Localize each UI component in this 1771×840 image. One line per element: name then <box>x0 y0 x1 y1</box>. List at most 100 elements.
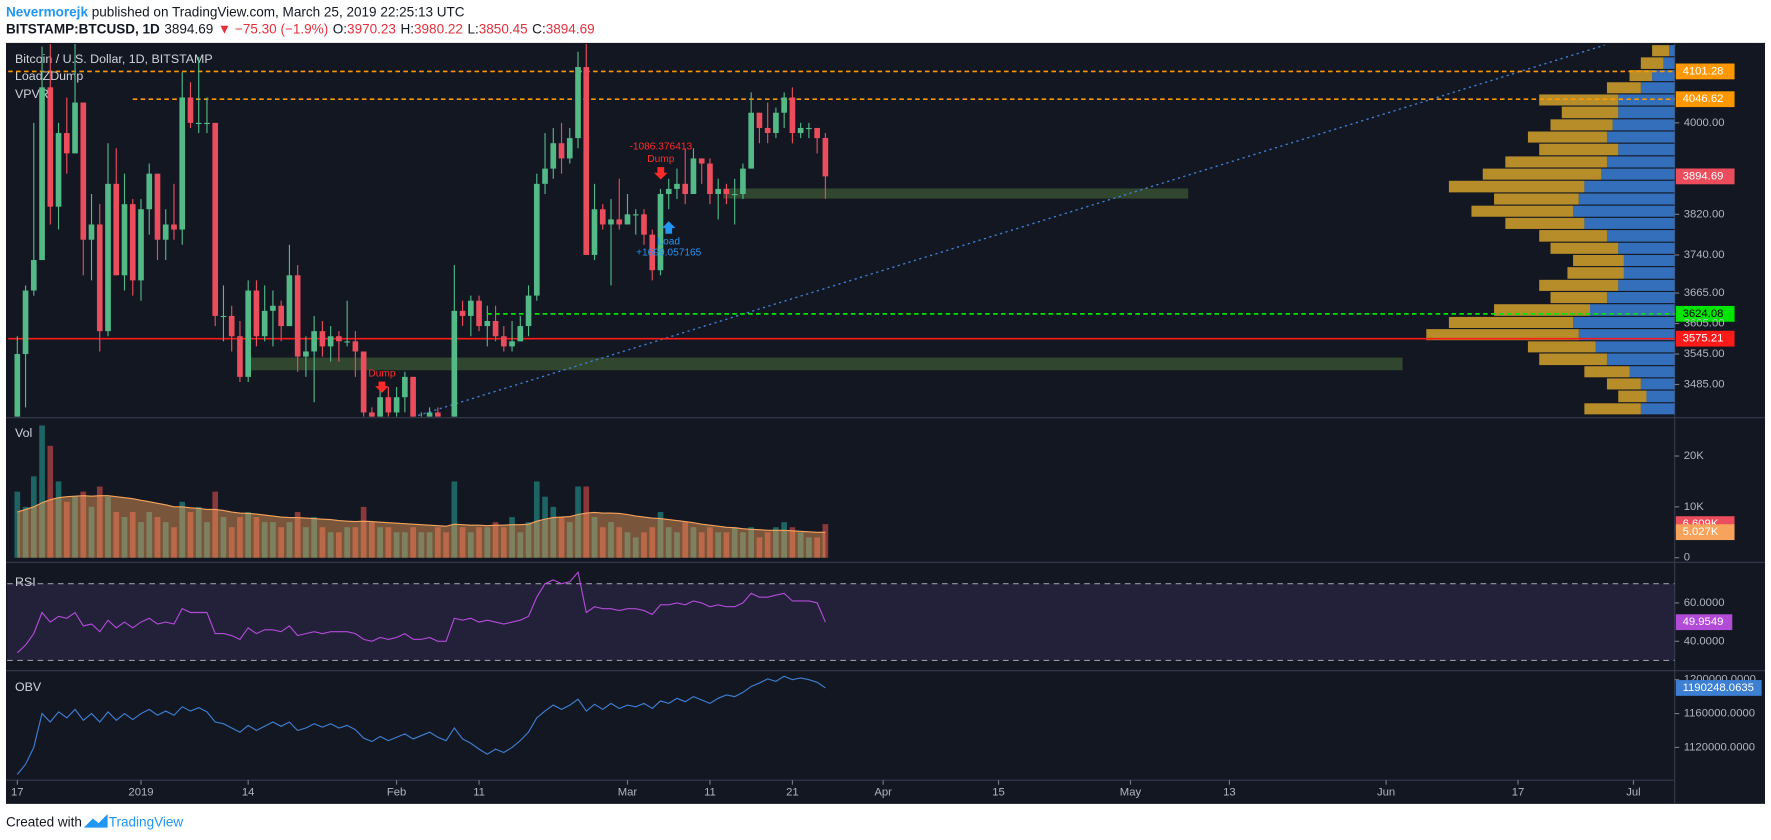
volume-bar <box>336 532 342 558</box>
chart-background <box>5 42 1766 804</box>
price-label: 4046.62 <box>1683 93 1724 105</box>
volume-bar <box>616 527 623 558</box>
pane <box>16 675 826 775</box>
volume-bar <box>319 527 326 558</box>
author[interactable]: Nevermorejk <box>6 4 88 19</box>
volume-bar <box>105 496 111 558</box>
volume-bar <box>55 481 62 558</box>
y-tick-label: 60.0000 <box>1684 597 1725 609</box>
vpvr-up <box>1573 205 1675 217</box>
volume-bar <box>311 517 317 558</box>
candle-body <box>385 397 392 413</box>
candle-body <box>146 173 153 210</box>
vpvr-down <box>1550 242 1619 254</box>
volume-bar <box>14 491 21 558</box>
vpvr-up <box>1606 230 1675 242</box>
vpvr-down <box>1629 70 1653 82</box>
candle-body <box>773 112 779 134</box>
vpvr-down <box>1584 403 1641 415</box>
annotation: Load <box>657 236 680 247</box>
volume-bar <box>690 527 697 558</box>
ohlc-value: 3850.45 <box>479 21 528 36</box>
vpvr-down <box>1505 217 1585 229</box>
vpvr-down <box>1573 254 1624 267</box>
candle-body <box>138 209 144 281</box>
candle-body <box>360 351 367 413</box>
vpvr-down <box>1505 156 1607 168</box>
candle-body <box>410 376 416 417</box>
volume-bar <box>649 527 656 558</box>
price-change: ▼ −75.30 (−1.9%) <box>218 21 328 36</box>
volume-bar <box>220 517 227 558</box>
candle-body <box>270 305 276 311</box>
vpvr-up <box>1590 304 1675 316</box>
volume-bar <box>96 486 103 558</box>
volume-ma-line <box>17 495 826 533</box>
volume-bar <box>665 527 672 558</box>
volume-bar <box>22 506 29 558</box>
x-tick-label: Feb <box>387 787 406 799</box>
candle-body <box>542 168 548 184</box>
candle-body <box>731 194 738 196</box>
vpvr-up <box>1618 106 1675 119</box>
volume-bar <box>459 527 466 558</box>
candle-body <box>781 97 787 113</box>
price-label-bg <box>1675 305 1735 322</box>
candle-body <box>154 173 161 240</box>
candle-body <box>451 310 458 417</box>
candle-body <box>228 315 235 337</box>
volume-bar <box>517 532 524 558</box>
volume-bar <box>492 522 499 558</box>
candle-body <box>47 87 54 207</box>
candle-body <box>641 214 647 235</box>
vpvr-up <box>1669 45 1675 57</box>
candle-body <box>294 275 301 357</box>
candle-body <box>525 295 532 327</box>
x-tick-label: 17 <box>11 787 24 799</box>
volume-bar <box>698 532 705 558</box>
volume-bar <box>72 496 78 558</box>
volume-bar <box>129 511 136 558</box>
vpvr-down <box>1471 205 1574 217</box>
volume-bar <box>500 527 507 558</box>
footer-brand[interactable]: TradingView <box>109 815 184 830</box>
candle-body <box>369 412 375 417</box>
last-price: 3894.69 <box>164 21 213 36</box>
volume-bar <box>47 445 54 558</box>
candle-body <box>402 376 408 398</box>
volume-bar <box>303 527 309 558</box>
candle-body <box>319 331 326 347</box>
logo <box>83 814 108 828</box>
volume-ma-area <box>17 495 826 558</box>
candle-body <box>814 127 820 139</box>
candle-body <box>63 133 70 154</box>
vpvr-down <box>1494 193 1579 205</box>
vpvr-down <box>1539 279 1619 291</box>
volume-bar <box>278 527 284 558</box>
price-label-bg <box>1675 330 1735 347</box>
volume-bar <box>591 517 598 558</box>
volume-bar <box>797 532 804 558</box>
volume-bar <box>179 501 186 558</box>
candle-body <box>426 412 433 417</box>
volume-bar <box>402 532 408 558</box>
ohlc-label: L: <box>467 21 478 36</box>
volume-bar <box>789 527 796 558</box>
vpvr-down <box>1550 292 1607 304</box>
vpvr-down <box>1584 366 1630 378</box>
vpvr-up <box>1663 57 1675 69</box>
candle-body <box>492 320 499 337</box>
price-label-bg <box>1675 680 1762 696</box>
vpvr-up <box>1595 341 1675 353</box>
x-tick-label: 2019 <box>128 787 153 799</box>
y-tick-label: 40.0000 <box>1684 635 1725 647</box>
candle-body <box>558 143 565 159</box>
volume-bar <box>533 481 540 558</box>
candle-body <box>72 102 78 154</box>
candle-body <box>599 209 606 225</box>
volume-bar <box>740 532 746 558</box>
volume-bar <box>468 532 474 558</box>
candle-body <box>682 183 689 195</box>
footer-created: Created with <box>6 815 82 830</box>
vpvr-down <box>1448 316 1574 328</box>
